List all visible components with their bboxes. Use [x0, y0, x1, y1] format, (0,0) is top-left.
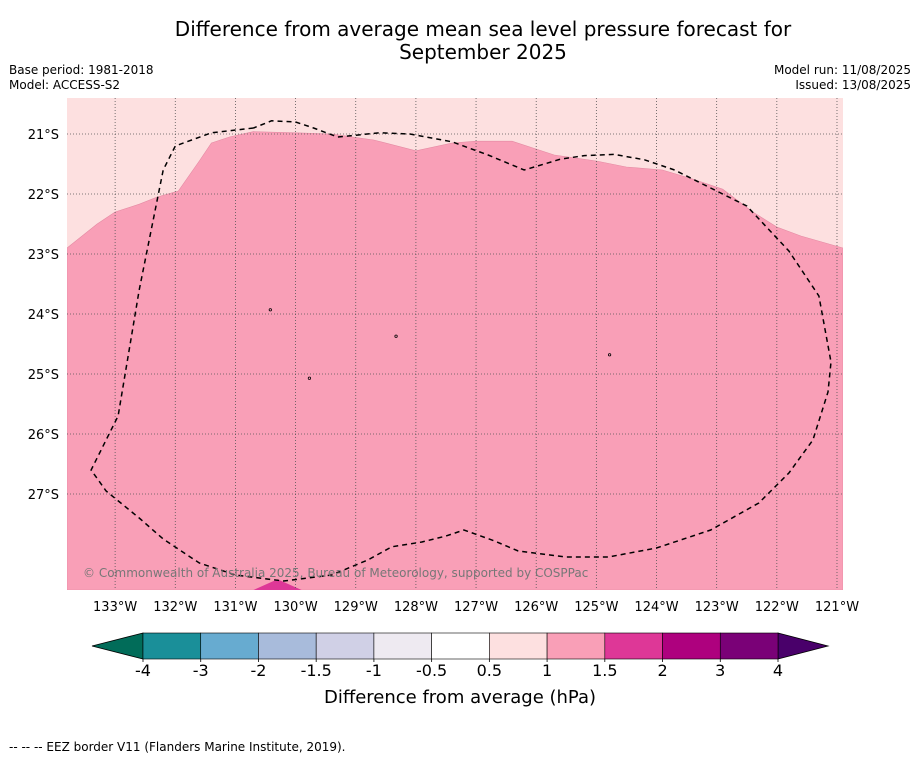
lon-tick-label: 125°W: [574, 600, 618, 615]
colorbar-swatch: [662, 632, 721, 660]
lon-tick-label: 133°W: [93, 600, 137, 615]
lon-tick-label: 126°W: [514, 600, 558, 615]
colorbar-tick-label: 3: [715, 661, 725, 680]
colorbar-label: Difference from average (hPa): [324, 687, 596, 708]
eez-footnote: -- -- -- EEZ border V11 (Flanders Marine…: [9, 740, 346, 754]
colorbar-swatch: [489, 632, 548, 660]
model-name: Model: ACCESS-S2: [9, 78, 121, 92]
lat-tick-label: 22°S: [28, 188, 59, 203]
colorbar-swatch: [200, 632, 259, 660]
map-title: Difference from average mean sea level p…: [0, 18, 919, 64]
lat-tick-label: 27°S: [28, 488, 59, 503]
map-area: [67, 98, 843, 590]
colorbar-tick-label: -1: [366, 661, 382, 680]
map-figure: © Commonwealth of Australia 2025, Bureau…: [28, 98, 859, 708]
colorbar-under-arrow: [91, 632, 144, 660]
colorbar-tick-label: -4: [135, 661, 151, 680]
lon-tick-label: 129°W: [334, 600, 378, 615]
lat-tick-label: 21°S: [28, 128, 59, 143]
lon-tick-label: 124°W: [634, 600, 678, 615]
colorbar-swatch: [719, 632, 779, 660]
title-line-1: Difference from average mean sea level p…: [174, 17, 792, 41]
latitude-labels: 21°S 22°S 23°S 24°S 25°S 26°S 27°S: [28, 128, 59, 503]
colorbar-swatch: [373, 632, 432, 660]
island: [268, 308, 272, 312]
colorbar-swatch: [315, 632, 375, 660]
colorbar-tick-label: 1: [542, 661, 552, 680]
colorbar-swatch: [142, 632, 202, 660]
lon-tick-label: 127°W: [454, 600, 498, 615]
colorbar-swatch: [604, 632, 663, 660]
colorbar-tick-label: 1.5: [592, 661, 617, 680]
lon-tick-label: 128°W: [394, 600, 438, 615]
colorbar-tick-label: 0.5: [477, 661, 502, 680]
copyright-notice: © Commonwealth of Australia 2025, Bureau…: [83, 566, 588, 580]
meta-right: Model run: 11/08/2025 Issued: 13/08/2025: [774, 63, 911, 93]
lat-tick-label: 23°S: [28, 248, 59, 263]
island: [394, 334, 398, 338]
colorbar-tick-label: -2: [250, 661, 266, 680]
island: [607, 353, 612, 357]
base-period: Base period: 1981-2018: [9, 63, 154, 77]
colorbar-tick-label: 2: [657, 661, 667, 680]
model-run: Model run: 11/08/2025: [773, 63, 911, 77]
colorbar: -4 -3 -2 -1.5 -1 -0.5 0.5 1 1.5 2 3 4: [91, 632, 830, 680]
meta-left: Base period: 1981-2018 Model: ACCESS-S2: [9, 63, 154, 93]
anomaly-1p5-to-2-region: [253, 579, 302, 590]
colorbar-tick-label: -3: [193, 661, 209, 680]
colorbar-swatch: [258, 632, 317, 660]
lon-tick-label: 132°W: [153, 600, 197, 615]
lat-tick-label: 26°S: [28, 428, 59, 443]
longitude-labels: 133°W 132°W 131°W 130°W 129°W 128°W 127°W 126°W…: [93, 600, 859, 615]
colorbar-swatch: [546, 632, 606, 660]
anomaly-1-to-1p5-region: [67, 131, 843, 590]
lon-tick-label: 122°W: [755, 600, 799, 615]
colorbar-tick-label: 4: [773, 661, 783, 680]
lat-tick-label: 25°S: [28, 368, 59, 383]
island: [307, 376, 312, 380]
lon-tick-label: 121°W: [815, 600, 859, 615]
colorbar-tick-label: -1.5: [301, 661, 332, 680]
eez-border: [90, 120, 832, 582]
lon-tick-label: 123°W: [695, 600, 739, 615]
lon-tick-label: 131°W: [213, 600, 257, 615]
colorbar-over-arrow: [777, 632, 830, 660]
lon-tick-label: 130°W: [274, 600, 318, 615]
title-line-2: September 2025: [399, 40, 567, 64]
colorbar-swatch: [431, 632, 490, 660]
issued-date: Issued: 13/08/2025: [795, 78, 911, 92]
colorbar-tick-label: -0.5: [416, 661, 447, 680]
lat-tick-label: 24°S: [28, 308, 59, 323]
